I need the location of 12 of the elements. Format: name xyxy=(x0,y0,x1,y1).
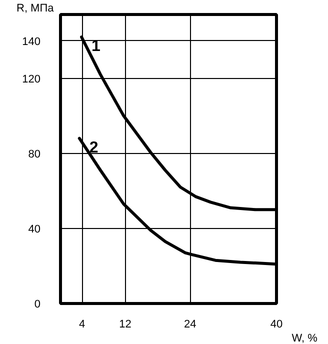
series-label: 2 xyxy=(89,139,98,156)
x-tick-label: 4 xyxy=(79,318,86,330)
x-tick-label: 12 xyxy=(119,318,132,330)
y-axis-title: R, МПа xyxy=(16,2,55,14)
x-axis-title: W, % xyxy=(292,332,318,344)
x-tick-label: 40 xyxy=(270,318,283,330)
y-tick-label: 80 xyxy=(28,148,41,160)
y-tick-label: 40 xyxy=(28,223,41,236)
y-tick-label: 0 xyxy=(34,298,41,310)
x-tick-label: 24 xyxy=(184,318,196,330)
y-tick-label: 140 xyxy=(22,36,41,48)
y-tick-label: 120 xyxy=(22,73,41,86)
